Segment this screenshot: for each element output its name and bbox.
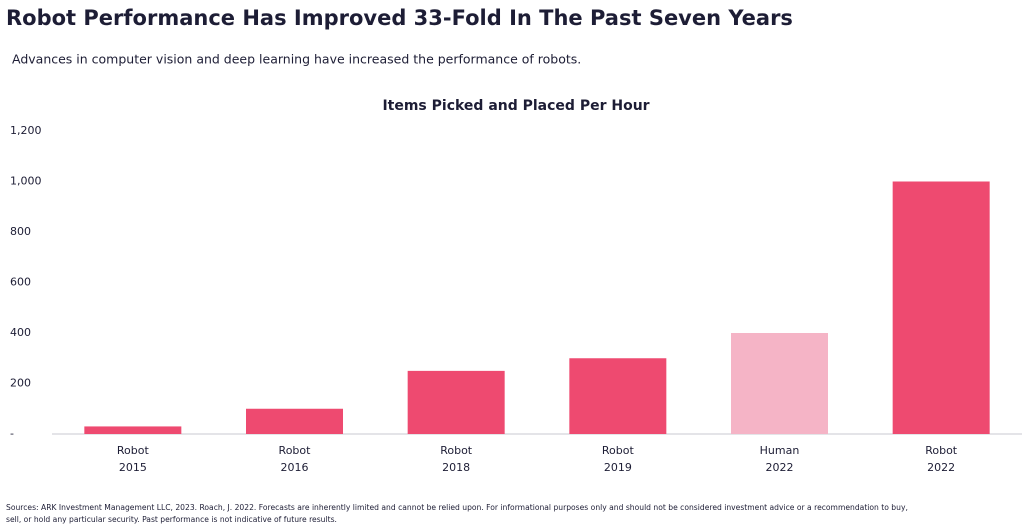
bar xyxy=(246,408,343,434)
bar xyxy=(731,333,828,434)
y-tick-label: 1,000 xyxy=(10,175,42,188)
bar xyxy=(407,370,505,434)
x-tick-label: Robot xyxy=(925,444,958,457)
x-tick-label: Robot xyxy=(279,444,312,457)
footer: Sources: ARK Investment Management LLC, … xyxy=(6,503,908,512)
y-tick-label: - xyxy=(10,427,14,440)
y-tick-label: 800 xyxy=(10,225,31,238)
bar xyxy=(569,358,667,434)
page-title: Robot Performance Has Improved 33-Fold I… xyxy=(6,6,793,30)
y-tick-label: 400 xyxy=(10,326,31,339)
x-tick-label: 2016 xyxy=(281,461,309,474)
subtitle: Advances in computer vision and deep lea… xyxy=(12,52,581,67)
x-tick-label: Human xyxy=(760,444,800,457)
chart-title: Items Picked and Placed Per Hour xyxy=(382,98,649,114)
y-tick-label: 600 xyxy=(10,276,31,289)
x-tick-label: 2018 xyxy=(442,461,470,474)
x-tick-label: Robot xyxy=(440,444,473,457)
x-tick-label: Robot xyxy=(117,444,150,457)
x-tick-label: 2015 xyxy=(119,461,147,474)
footer: sell, or hold any particular security. P… xyxy=(6,515,337,524)
y-tick-label: 200 xyxy=(10,377,31,390)
x-tick-label: Robot xyxy=(602,444,635,457)
x-tick-label: 2022 xyxy=(766,461,794,474)
y-tick-label: 1,200 xyxy=(10,124,42,137)
bar xyxy=(84,426,182,434)
x-tick-label: 2019 xyxy=(604,461,632,474)
x-tick-label: 2022 xyxy=(927,461,955,474)
bar xyxy=(892,181,990,434)
